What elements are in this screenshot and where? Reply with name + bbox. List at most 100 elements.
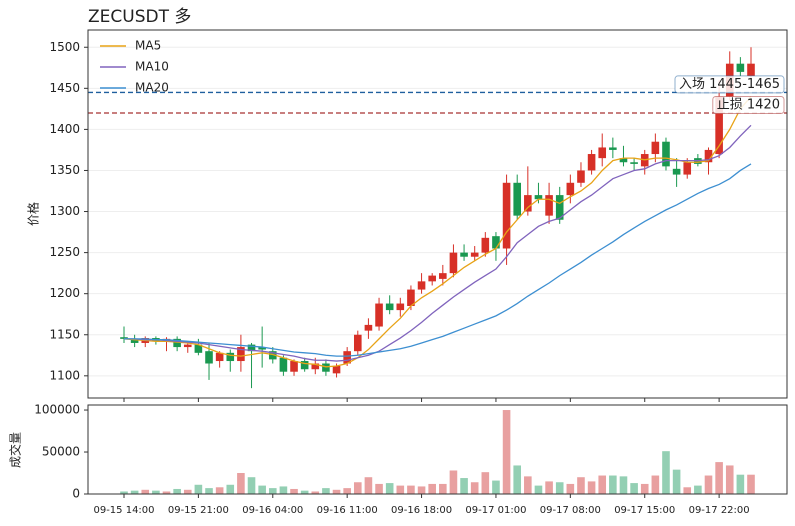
volume-bar (524, 476, 532, 494)
plot-frame (87, 404, 788, 495)
x-tick-label: 09-16 18:00 (391, 505, 452, 516)
volume-bar (237, 473, 245, 494)
candle-body (375, 303, 383, 327)
candle-body (343, 351, 351, 364)
x-tick-label: 09-17 08:00 (540, 505, 601, 516)
candle-body (651, 141, 660, 155)
y-tick-label: 100000 (34, 403, 80, 417)
candle-body (322, 363, 330, 372)
candle-body (470, 252, 479, 257)
candle-body (215, 352, 224, 362)
candle-body (630, 162, 638, 164)
ma-line (123, 96, 752, 368)
plot-frame (87, 29, 788, 399)
candle-body (311, 363, 320, 370)
volume-bar (513, 465, 522, 494)
y-tick-label: 1100 (49, 368, 80, 382)
volume-bar (120, 491, 128, 494)
candle-body (683, 162, 692, 175)
volume-bar (268, 488, 277, 494)
volume-bar (364, 477, 373, 494)
candle-body (587, 154, 596, 171)
level-label-box (674, 75, 785, 94)
candle-body (364, 324, 373, 331)
candle-body (130, 338, 139, 343)
volume-bar (598, 475, 607, 494)
volume-bar (407, 485, 415, 494)
candle-body (183, 344, 192, 348)
y-tick-label: 1150 (49, 327, 80, 341)
candle-body (290, 361, 298, 372)
volume-bar (194, 484, 203, 494)
candle-body (566, 182, 575, 196)
volume-bar (258, 485, 266, 494)
x-tick-label: 09-17 22:00 (689, 505, 750, 516)
x-tick-label: 09-16 11:00 (317, 505, 378, 516)
y-tick-label: 1300 (49, 204, 80, 218)
volume-bar (470, 482, 479, 494)
candle-body (598, 147, 607, 159)
volume-bar (502, 410, 511, 494)
volume-bar (183, 489, 192, 494)
volume-bar (300, 490, 309, 494)
candle-body (237, 347, 245, 362)
y-tick-label: 1400 (49, 122, 80, 136)
candle-body (736, 63, 745, 72)
volume-bar (449, 470, 458, 494)
y-tick-label: 50000 (42, 445, 80, 459)
volume-bar (630, 483, 638, 494)
volume-bar (215, 487, 224, 494)
legend-label: MA5 (135, 39, 161, 53)
candle-body (194, 344, 203, 353)
candle-body (481, 237, 490, 253)
legend-label: MA20 (135, 81, 169, 95)
volume-bar (736, 474, 745, 494)
candle-body (492, 236, 500, 249)
volume-bar (704, 475, 713, 494)
volume-bar (460, 478, 468, 494)
candle-body (704, 149, 713, 163)
volume-bar (205, 488, 213, 494)
volume-bar (279, 486, 288, 494)
x-tick-label: 09-15 21:00 (168, 505, 229, 516)
candle-body (247, 344, 256, 352)
candle-body (385, 303, 394, 311)
volume-bar (417, 486, 426, 494)
volume-bar (672, 469, 681, 494)
level-label: 止损 1420 (717, 97, 780, 112)
candle-body (460, 252, 468, 257)
candle-body (120, 337, 128, 339)
x-tick-label: 09-16 04:00 (242, 505, 303, 516)
volume-bar (545, 481, 553, 494)
candle-body (332, 365, 341, 374)
y-tick-label: 0 (72, 487, 80, 501)
candle-body (353, 334, 362, 352)
candle-body (300, 361, 309, 370)
candle-body (715, 96, 723, 155)
volume-bar (226, 484, 235, 494)
volume-bar (651, 475, 660, 494)
volume-bar (683, 487, 692, 494)
candle-body (555, 195, 564, 220)
volume-bar (481, 472, 490, 494)
candle-body (407, 289, 415, 306)
x-tick-label: 09-17 15:00 (614, 505, 675, 516)
volume-bar (747, 474, 755, 494)
candle-body (524, 195, 532, 212)
y-tick-label: 1250 (49, 245, 80, 259)
volume-bar (173, 488, 181, 494)
candle-body (534, 195, 543, 200)
candle-body (268, 351, 277, 360)
volume-bar (534, 485, 543, 494)
volume-bar (725, 465, 734, 494)
volume-bar (343, 488, 351, 494)
level-label-box (712, 95, 785, 114)
candle-body (747, 63, 755, 76)
candle-body (513, 182, 522, 216)
volume-bar (290, 488, 298, 494)
volume-bar (609, 475, 617, 494)
volume-bar (396, 485, 405, 494)
volume-bar (577, 477, 585, 494)
volume-bar (640, 483, 649, 494)
